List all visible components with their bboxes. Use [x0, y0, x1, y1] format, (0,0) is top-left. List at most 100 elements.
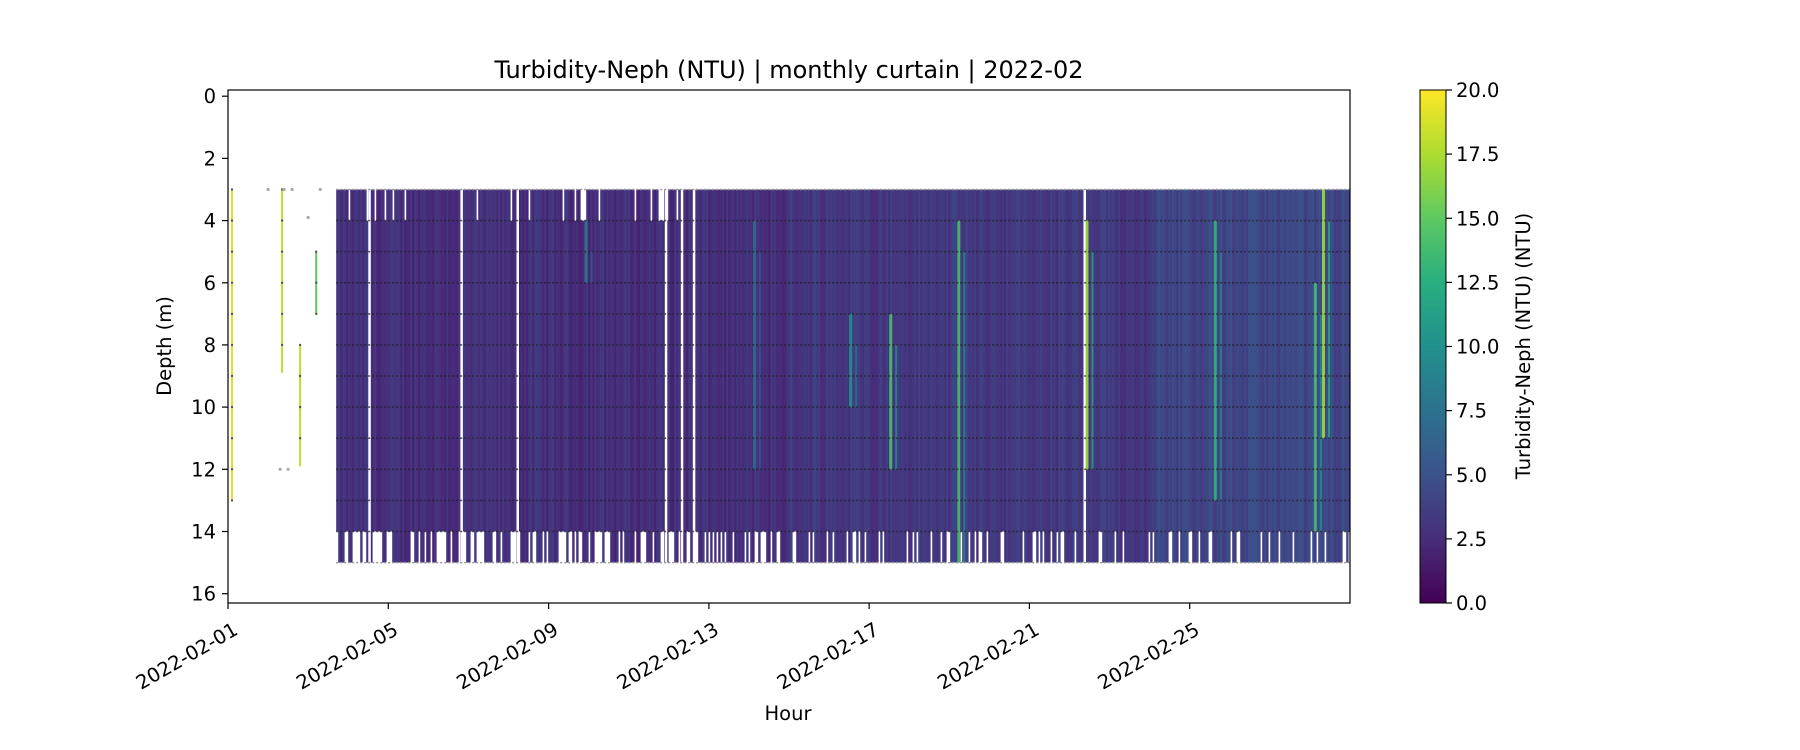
- curtain-column: [614, 189, 617, 563]
- curtain-column: [1246, 189, 1249, 563]
- x-tick-label: 2022-02-01: [132, 618, 242, 695]
- curtain-column: [1098, 189, 1101, 532]
- sample-dot: [298, 343, 302, 347]
- curtain-column: [734, 189, 737, 563]
- curtain-column: [1002, 189, 1005, 532]
- curtain-column: [774, 189, 777, 563]
- curtain-column: [926, 189, 929, 563]
- curtain-column: [644, 189, 647, 532]
- curtain-column: [1000, 189, 1003, 532]
- curtain-column: [1310, 189, 1313, 532]
- curtain-column: [934, 189, 937, 563]
- curtain-column: [732, 189, 735, 532]
- curtain-column: [426, 189, 429, 563]
- sample-dot: [280, 219, 284, 222]
- curtain-column: [658, 220, 661, 563]
- curtain-column: [1218, 189, 1221, 563]
- curtain-column: [694, 189, 697, 532]
- curtain-column: [994, 189, 997, 563]
- curtain-column: [1118, 189, 1121, 563]
- curtain-column: [1190, 189, 1193, 532]
- curtain-column: [1082, 189, 1085, 563]
- curtain-column: [1074, 189, 1077, 532]
- curtain-column: [986, 189, 989, 532]
- curtain-column: [970, 189, 973, 563]
- curtain-column: [688, 189, 691, 532]
- curtain-column: [480, 189, 483, 532]
- curtain-column: [1022, 189, 1025, 532]
- curtain-column: [510, 220, 513, 532]
- curtain-column: [338, 189, 341, 563]
- curtain-column: [424, 189, 427, 532]
- curtain-column: [866, 189, 869, 563]
- curtain-column: [578, 189, 581, 532]
- curtain-column: [478, 189, 481, 532]
- x-tick-label: 2022-02-13: [613, 618, 723, 695]
- curtain-column: [1070, 189, 1073, 563]
- curtain-column: [980, 189, 983, 532]
- curtain-column: [808, 189, 811, 532]
- curtain-column: [1254, 189, 1257, 563]
- colorbar: [1419, 89, 1447, 604]
- curtain-column: [1274, 189, 1277, 563]
- curtain-column: [1106, 189, 1109, 563]
- curtain-column: [1030, 189, 1033, 563]
- curtain-column: [1266, 189, 1269, 563]
- curtain-column: [950, 189, 953, 563]
- curtain-column: [724, 189, 727, 532]
- curtain-column: [968, 189, 971, 532]
- curtain-column: [574, 220, 577, 532]
- curtain-column: [838, 189, 841, 563]
- colorbar-tick-label: 20.0: [1456, 79, 1499, 102]
- curtain-column: [506, 189, 509, 563]
- x-axis: 2022-02-01 2022-02-05 2022-02-09 2022-02-13…: [132, 603, 1203, 694]
- sample-dot: [306, 215, 310, 220]
- curtain-column: [852, 189, 855, 532]
- curtain-column: [342, 189, 345, 563]
- curtain-column: [404, 220, 407, 563]
- curtain-column: [730, 189, 733, 563]
- curtain-column: [1122, 189, 1125, 532]
- curtain-column: [444, 189, 447, 532]
- curtain-column: [392, 220, 395, 563]
- colorbar-tick-label: 0.0: [1456, 592, 1487, 615]
- curtain-column: [406, 189, 409, 563]
- curtain-column: [720, 189, 723, 532]
- curtain-column: [558, 189, 561, 532]
- curtain-column: [862, 189, 865, 563]
- curtain-column: [708, 189, 711, 532]
- curtain-column: [702, 189, 705, 563]
- curtain-column: [1206, 189, 1209, 563]
- curtain-column: [822, 189, 825, 563]
- curtain-column: [1006, 189, 1009, 563]
- curtain-column: [696, 189, 699, 532]
- curtain-column: [1134, 189, 1137, 563]
- sample-dot: [230, 281, 234, 284]
- curtain-column: [764, 189, 767, 532]
- curtain-column: [492, 189, 495, 532]
- curtain-column: [714, 189, 717, 563]
- curtain-column: [1226, 189, 1229, 563]
- curtain-column: [1114, 189, 1117, 532]
- plot-frame: [227, 89, 1351, 604]
- curtain-column: [344, 189, 347, 532]
- curtain-column: [1338, 189, 1341, 563]
- sample-dot: [230, 219, 234, 222]
- sample-dot: [298, 437, 302, 440]
- curtain-column: [690, 189, 693, 563]
- curtain-column: [1066, 189, 1069, 563]
- curtain-column: [746, 189, 749, 563]
- curtain-column: [1260, 189, 1263, 532]
- curtain-column: [906, 189, 909, 532]
- curtain-column: [762, 189, 765, 532]
- streak: [752, 220, 756, 470]
- streak: [1213, 220, 1217, 501]
- curtain-column: [1298, 189, 1301, 563]
- curtain-column: [378, 189, 381, 532]
- curtain-column: [422, 189, 425, 563]
- curtain-column: [650, 220, 653, 563]
- sample-dot: [298, 374, 302, 378]
- curtain-column: [1306, 189, 1309, 563]
- curtain-column: [1010, 189, 1013, 563]
- curtain-column: [466, 189, 469, 563]
